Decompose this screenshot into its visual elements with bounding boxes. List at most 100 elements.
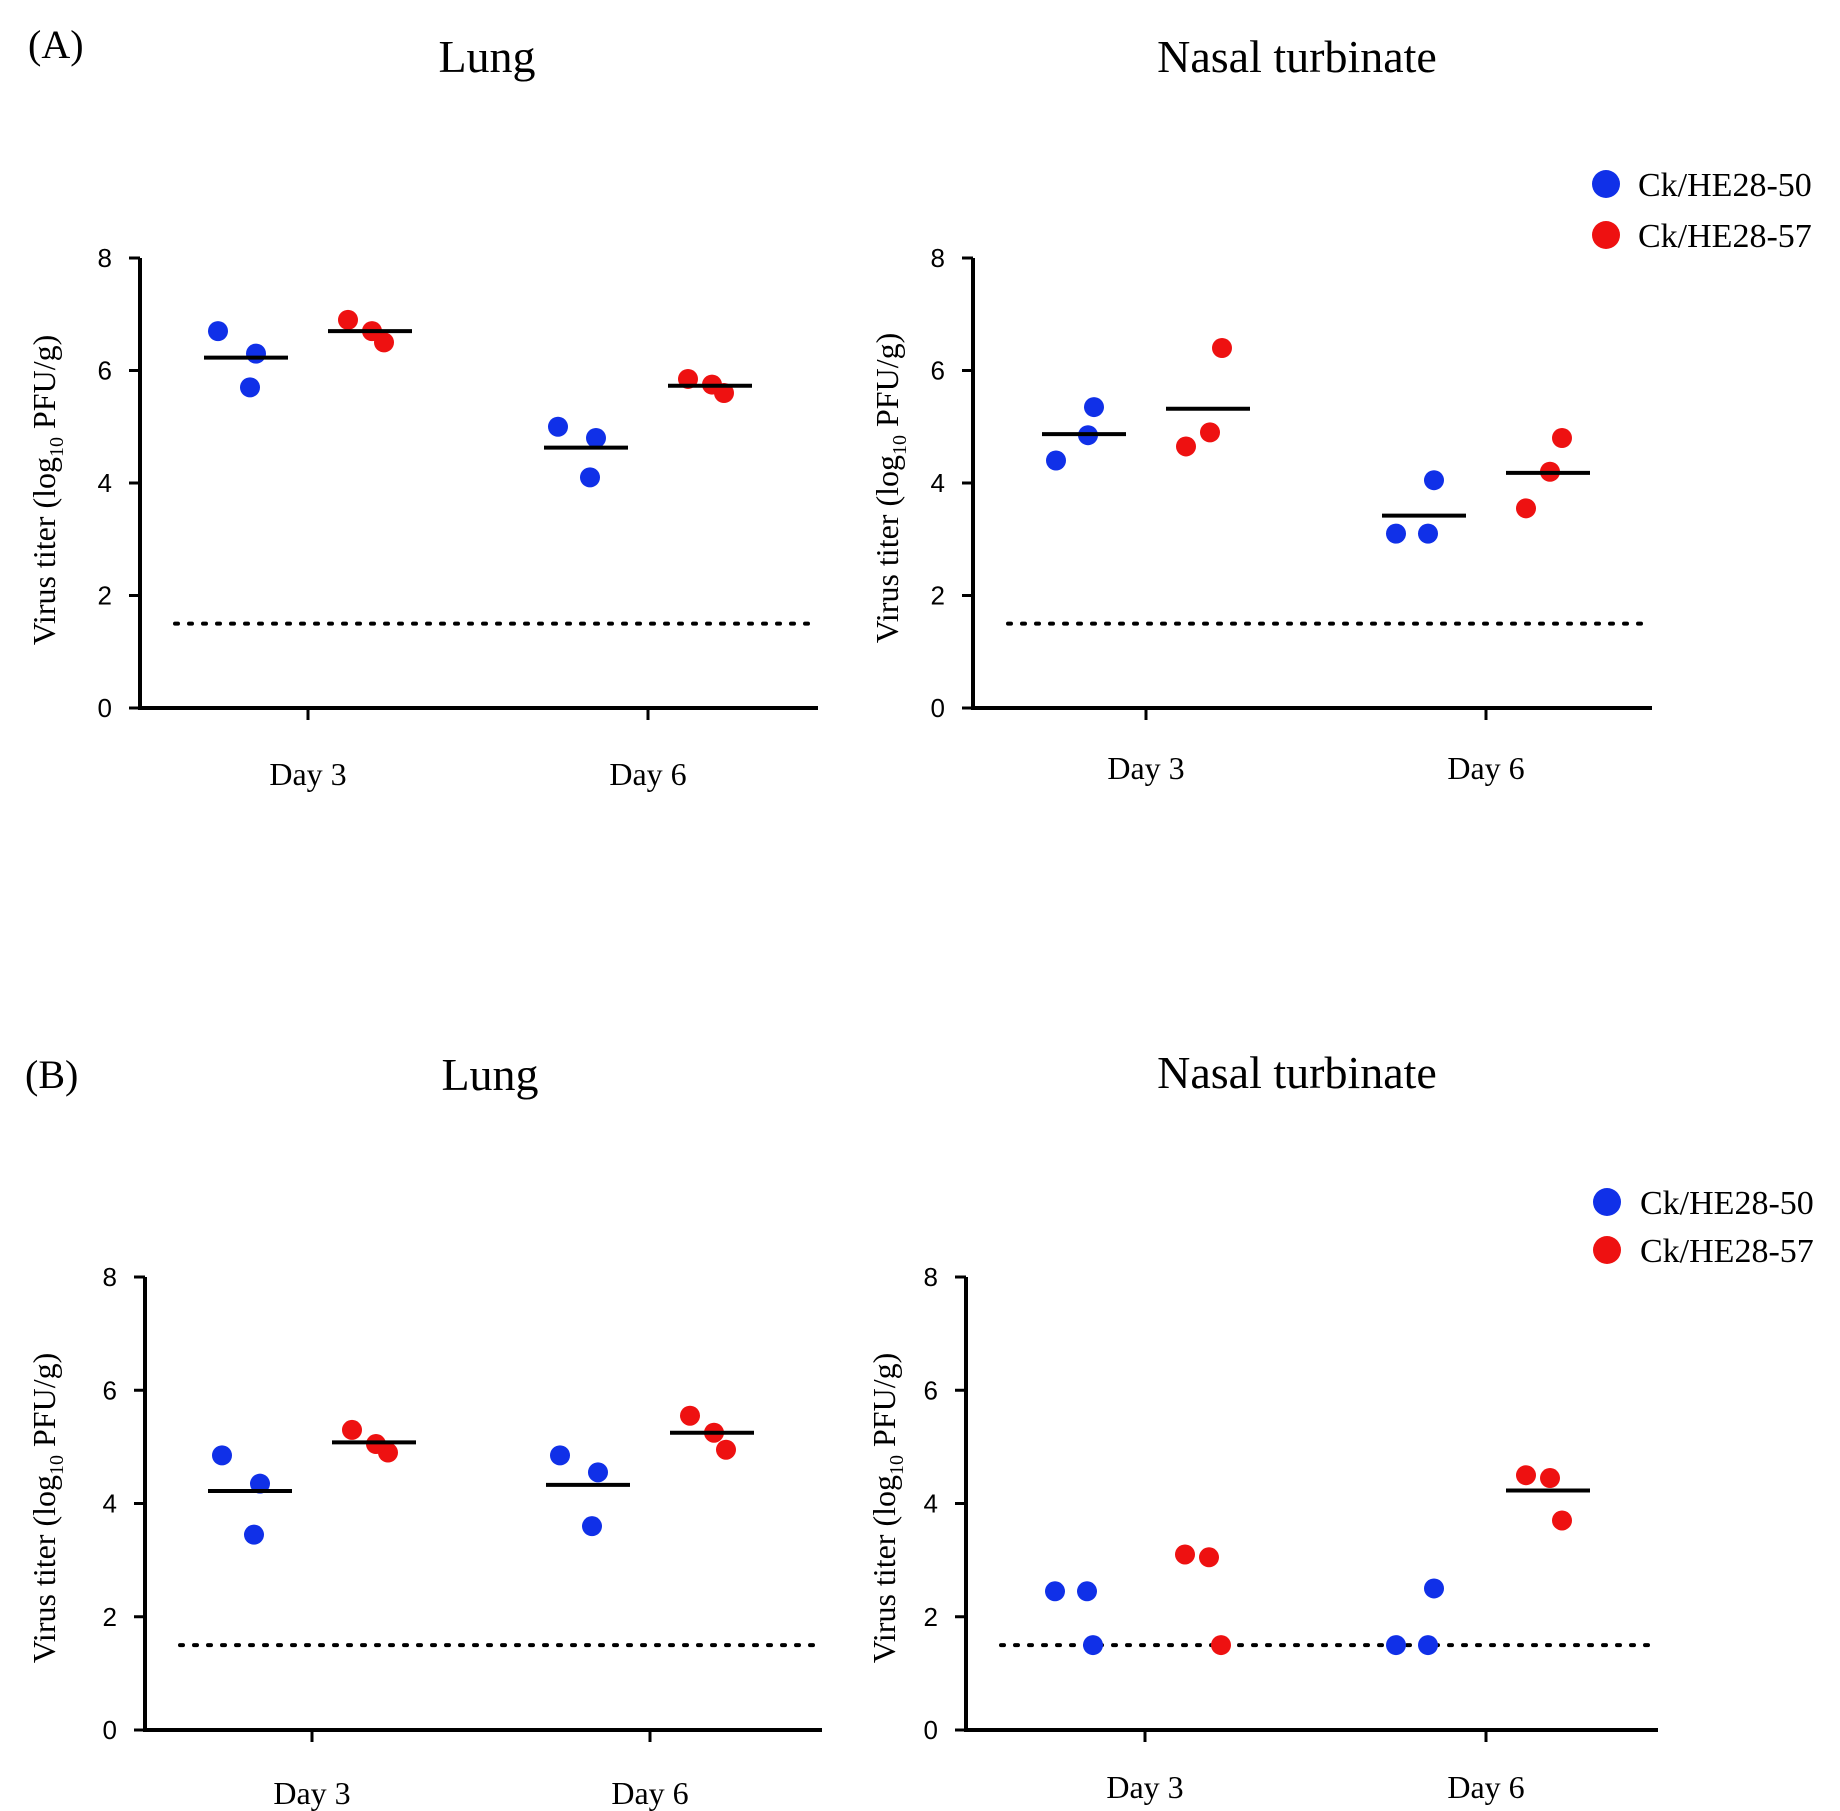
- y-tick-label: 6: [924, 1375, 938, 1405]
- y-axis-label-main: Virus titer (log: [26, 1475, 62, 1663]
- data-point: [338, 309, 358, 330]
- panel-label-b: (B): [25, 1052, 78, 1097]
- data-point: [1424, 1578, 1444, 1599]
- data-point: [244, 1524, 264, 1545]
- legend-b-label-ck-he28-50: Ck/HE28-50: [1640, 1185, 1814, 1222]
- plot-b-nasal-turbinate: 0 2 4 6 8 Day 3 Day 6 Virus titer (log10 PFU/g): [866, 1262, 1658, 1805]
- y-axis-label-main: Virus titer (log: [26, 457, 62, 645]
- data-point: [246, 343, 266, 364]
- data-point: [1084, 397, 1104, 418]
- data-point: [1516, 1465, 1536, 1486]
- x-tick-label: Day 6: [1447, 1769, 1524, 1805]
- plot-a-nasal-turbinate: 0 2 4 6 8 Day 3 Day 6 Virus titer (log10 PFU/g): [869, 243, 1652, 786]
- data-point: [208, 321, 228, 342]
- data-point: [1540, 1468, 1560, 1489]
- chart-title-b-nasal: Nasal turbinate: [1157, 1047, 1437, 1098]
- legend-b-marker-ck-he28-57: [1593, 1236, 1621, 1264]
- x-tick-label: Day 6: [1447, 750, 1524, 786]
- data-point: [1176, 436, 1196, 457]
- data-point: [1175, 1544, 1195, 1565]
- data-point: [548, 416, 568, 437]
- chart-title-b-lung: Lung: [441, 1049, 538, 1100]
- y-tick-label: 0: [924, 1715, 938, 1745]
- data-point: [1552, 1510, 1572, 1531]
- legend-a-marker-ck-he28-57: [1592, 221, 1620, 249]
- y-axis-label: Virus titer (log10 PFU/g): [866, 1353, 908, 1664]
- data-point: [1077, 1581, 1097, 1602]
- y-axis-label-main: Virus titer (log: [869, 455, 905, 643]
- data-point: [550, 1445, 570, 1466]
- y-axis-label-subscript: 10: [889, 435, 911, 455]
- plot-b-lung: 0 2 4 6 8 Day 3 Day 6 Virus titer (log10 PFU/g): [26, 1262, 822, 1811]
- y-axis-label-subscript: 10: [46, 437, 68, 457]
- data-point: [212, 1445, 232, 1466]
- y-tick-label: 2: [103, 1602, 117, 1632]
- data-point: [580, 467, 600, 488]
- y-tick-label: 2: [924, 1602, 938, 1632]
- y-axis-label-unit: PFU/g): [866, 1353, 902, 1455]
- data-point: [1386, 523, 1406, 544]
- data-point: [1424, 470, 1444, 491]
- y-tick-label: 4: [931, 468, 945, 498]
- y-tick-label: 8: [98, 243, 112, 273]
- data-point: [1386, 1635, 1406, 1656]
- legend-a-marker-ck-he28-50: [1592, 170, 1620, 198]
- data-point: [1212, 338, 1232, 358]
- y-axis-label-main: Virus titer (log: [866, 1475, 902, 1663]
- x-tick-label: Day 6: [609, 756, 686, 792]
- y-axis-label-subscript: 10: [46, 1455, 68, 1475]
- y-tick-label: 8: [931, 243, 945, 273]
- y-axis-label: Virus titer (log10 PFU/g): [26, 1353, 68, 1664]
- data-point: [582, 1516, 602, 1537]
- y-tick-label: 0: [931, 693, 945, 723]
- x-tick-label: Day 6: [611, 1775, 688, 1811]
- data-point: [588, 1462, 608, 1483]
- y-axis-label: Virus titer (log10 PFU/g): [26, 335, 68, 646]
- y-tick-label: 6: [931, 356, 945, 386]
- y-axis-label-unit: PFU/g): [26, 1353, 62, 1455]
- data-point: [1045, 1581, 1065, 1602]
- data-point: [342, 1419, 362, 1440]
- y-tick-label: 4: [98, 468, 112, 498]
- x-tick-label: Day 3: [269, 756, 346, 792]
- plot-a-lung: 0 2 4 6 8 Day 3 Day 6 Virus titer (log10 PFU/g): [26, 243, 818, 792]
- data-point: [1418, 523, 1438, 544]
- y-tick-label: 4: [924, 1489, 938, 1519]
- y-tick-label: 8: [103, 1262, 117, 1292]
- y-tick-label: 0: [103, 1715, 117, 1745]
- chart-title-a-lung: Lung: [438, 31, 535, 82]
- legend-b-marker-ck-he28-50: [1593, 1188, 1621, 1216]
- y-tick-label: 6: [103, 1375, 117, 1405]
- y-axis-label-unit: PFU/g): [26, 335, 62, 437]
- data-point: [1200, 422, 1220, 443]
- y-tick-label: 2: [931, 581, 945, 611]
- legend-a-label-ck-he28-50: Ck/HE28-50: [1638, 167, 1812, 204]
- legend-b-label-ck-he28-57: Ck/HE28-57: [1640, 1233, 1814, 1270]
- y-tick-label: 4: [103, 1489, 117, 1519]
- y-axis-label-subscript: 10: [886, 1455, 908, 1475]
- data-point: [1418, 1635, 1438, 1656]
- y-axis-label: Virus titer (log10 PFU/g): [869, 333, 911, 644]
- data-point: [1552, 428, 1572, 448]
- legend-b: Ck/HE28-50 Ck/HE28-57: [1593, 1185, 1814, 1270]
- y-tick-label: 2: [98, 581, 112, 611]
- data-point: [1199, 1547, 1219, 1568]
- data-point: [1083, 1635, 1103, 1656]
- data-point: [1046, 450, 1066, 471]
- data-point: [680, 1405, 700, 1426]
- data-point: [586, 428, 606, 448]
- legend-a-label-ck-he28-57: Ck/HE28-57: [1638, 218, 1812, 255]
- legend-a: Ck/HE28-50 Ck/HE28-57: [1592, 167, 1812, 255]
- data-point: [250, 1473, 270, 1494]
- y-axis-label-unit: PFU/g): [869, 333, 905, 435]
- y-tick-label: 6: [98, 356, 112, 386]
- data-point: [1211, 1635, 1231, 1656]
- chart-title-a-nasal: Nasal turbinate: [1157, 31, 1437, 82]
- y-tick-label: 0: [98, 693, 112, 723]
- x-tick-label: Day 3: [273, 1775, 350, 1811]
- x-tick-label: Day 3: [1106, 1769, 1183, 1805]
- panel-label-a: (A): [28, 22, 84, 67]
- data-point: [240, 377, 260, 398]
- x-tick-label: Day 3: [1107, 750, 1184, 786]
